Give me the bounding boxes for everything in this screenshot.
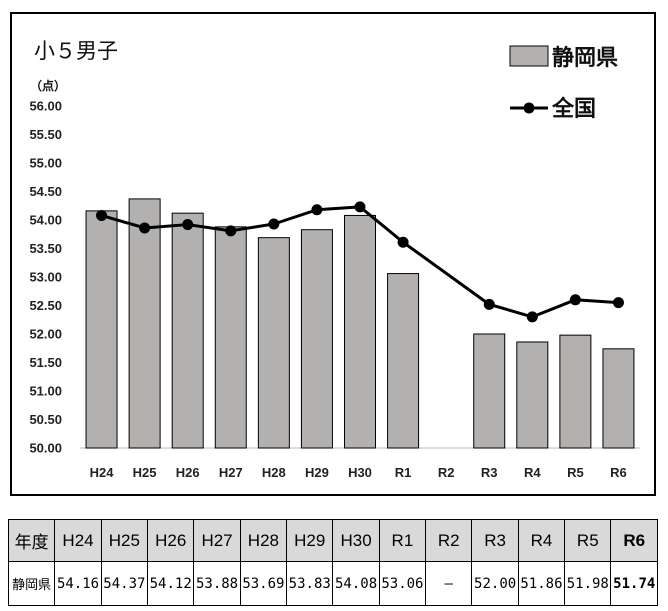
y-tick-label: 50.50	[29, 412, 62, 427]
y-tick-label: 53.00	[29, 270, 62, 285]
x-tick-label: R6	[610, 465, 627, 480]
table-header-label: 年度	[7, 519, 56, 562]
x-axis: H24 H25 H26 H27 H28 H29 H30 R1 R2 R3 R4 R5 R6	[90, 465, 627, 480]
table-row-label: 静岡県	[7, 561, 56, 606]
bar	[257, 237, 290, 449]
table-header-row: 年度 H24 H25 H26 H27 H28 H29 H30 R1 R2 R3 R4 R5 R6	[7, 519, 658, 562]
table-value-cell: 54.08	[332, 561, 380, 606]
table-value-cell: 54.16	[54, 561, 102, 606]
bar	[128, 198, 161, 449]
legend-marker-national	[523, 102, 535, 114]
bar	[344, 214, 376, 449]
table-year-header: H28	[239, 519, 288, 562]
line-point	[526, 311, 538, 323]
chart-frame: 小５男子 （点） 50.00 50.50 51.00 51.50 52.00 52.50 5…	[10, 12, 656, 496]
y-tick-label: 54.50	[29, 184, 62, 199]
table-year-header: H25	[100, 519, 149, 562]
table-value-cell: 54.12	[147, 561, 195, 606]
chart-title: 小５男子	[34, 39, 118, 63]
line-point	[182, 219, 194, 231]
x-tick-label: R5	[567, 465, 584, 480]
x-tick-label: R1	[395, 465, 412, 480]
y-tick-label: 55.50	[29, 127, 62, 142]
y-tick-label: 55.00	[29, 156, 62, 171]
table-year-header: R1	[378, 519, 427, 562]
line-point	[397, 236, 409, 248]
table-year-header: H29	[286, 519, 334, 562]
y-axis: 50.00 50.50 51.00 51.50 52.00 52.50 53.00 53.50…	[29, 99, 62, 456]
table-year-header: H27	[193, 519, 241, 562]
x-tick-label: R4	[524, 465, 541, 480]
x-tick-label: H24	[90, 465, 115, 480]
legend-swatch-shizuoka	[509, 45, 549, 67]
line-point	[225, 225, 237, 237]
y-tick-label: 56.00	[29, 99, 62, 114]
x-tick-label: H27	[219, 465, 243, 480]
legend: 静岡県 全国	[509, 45, 618, 122]
table-value-cell: 53.69	[239, 561, 288, 606]
table-year-header: H30	[332, 519, 380, 562]
y-tick-label: 51.50	[29, 355, 62, 370]
x-tick-label: H25	[133, 465, 157, 480]
bar	[387, 273, 420, 449]
table-value-cell: 53.83	[286, 561, 334, 606]
chart: 小５男子 （点） 50.0050.5051.0051.5052.0052.505…	[29, 39, 640, 480]
table-year-header: R2	[425, 519, 473, 562]
line-point	[96, 209, 108, 221]
bar	[602, 348, 635, 449]
table-year-header: H24	[54, 519, 102, 562]
line-point	[139, 222, 151, 234]
bar-series	[85, 198, 635, 449]
x-tick-label: R2	[438, 465, 455, 480]
y-unit-label: （点）	[30, 78, 66, 93]
bar	[516, 341, 549, 449]
table-year-header: R6	[610, 519, 658, 562]
legend-label-shizuoka: 静岡県	[552, 45, 618, 71]
bar	[559, 334, 592, 449]
line-point	[311, 204, 323, 216]
line-series	[96, 201, 624, 323]
table-value-cell: 51.74	[610, 561, 658, 606]
line-point	[569, 294, 581, 306]
table-value-cell: 54.37	[100, 561, 149, 606]
table-value-cell: ―	[425, 561, 473, 606]
x-tick-label: H29	[305, 465, 329, 480]
line-point	[483, 298, 495, 310]
table-value-cell: 53.88	[193, 561, 241, 606]
line-path	[101, 205, 619, 319]
line-point	[268, 218, 280, 230]
line-point	[612, 297, 624, 309]
x-tick-label: H30	[348, 465, 372, 480]
bar	[85, 210, 118, 449]
y-tick-label: 51.00	[29, 384, 62, 399]
table-value-cell: 51.86	[517, 561, 566, 606]
y-tick-label: 50.00	[29, 441, 62, 456]
bar	[473, 333, 506, 449]
table-year-header: R4	[517, 519, 566, 562]
table-value-cell: 53.06	[378, 561, 427, 606]
table-year-header: R3	[471, 519, 519, 562]
x-tick-label: H28	[262, 465, 286, 480]
table-value-cell: 52.00	[471, 561, 519, 606]
y-tick-label: 54.00	[29, 213, 62, 228]
y-tick-label: 52.50	[29, 298, 62, 313]
table-value-cell: 51.98	[564, 561, 612, 606]
x-tick-label: H26	[176, 465, 200, 480]
table-year-header: H26	[147, 519, 195, 562]
x-tick-label: R3	[481, 465, 498, 480]
legend-label-national: 全国	[551, 96, 596, 122]
table-value-row: 静岡県 54.16 54.37 54.12 53.88 53.69 53.83 54.08 5…	[7, 561, 658, 606]
y-tick-label: 52.00	[29, 327, 62, 342]
table-year-header: R5	[564, 519, 612, 562]
bar	[300, 229, 333, 449]
bar	[214, 226, 247, 449]
line-point	[354, 201, 366, 213]
data-table: 年度 H24 H25 H26 H27 H28 H29 H30 R1 R2 R3 R4 R5 R6 静岡県…	[7, 519, 658, 606]
bar	[171, 212, 204, 449]
y-tick-label: 53.50	[29, 241, 62, 256]
